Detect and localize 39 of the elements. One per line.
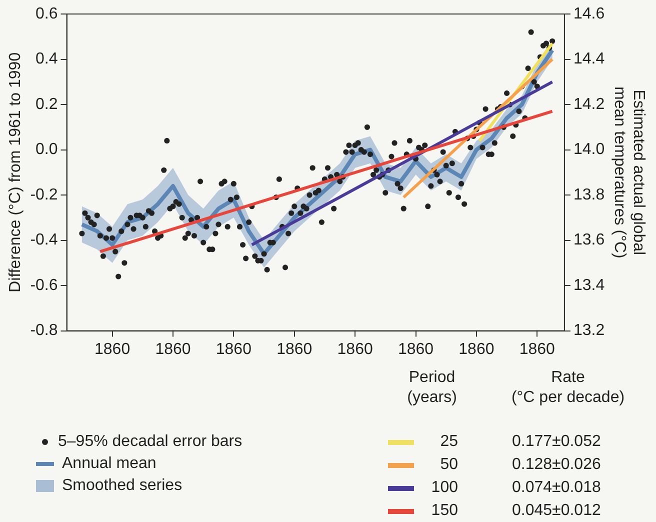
legend-label: 50 — [439, 455, 458, 475]
y2-tick-label: 14.6 — [573, 5, 605, 22]
y2-tick-label: 13.6 — [573, 232, 605, 249]
y-axis-title: Difference (°C) from 1961 to 1990 — [7, 52, 24, 292]
y-tick-label: 0.4 — [36, 50, 58, 68]
text: Rate (°C per decade) — [510, 368, 626, 408]
y-tick-label: -0.4 — [30, 232, 58, 249]
legend-label: 25 — [439, 432, 458, 452]
y2-tick-label: 14.0 — [573, 141, 605, 158]
y2-tick-label: 14.2 — [573, 96, 605, 113]
y-tick-label: -0.8 — [30, 322, 58, 340]
y2-tick-label: 13.8 — [573, 186, 605, 204]
y2-tick-label: 13.2 — [573, 322, 605, 340]
y-tick-label: 0.2 — [36, 96, 58, 113]
text: 0.128±0.026 — [512, 455, 601, 475]
x-tick-label: 1860 — [94, 340, 130, 358]
x-tick-label: 1860 — [519, 340, 556, 358]
legend-label: 100 — [430, 478, 458, 498]
y2-tick-label: 14.4 — [573, 50, 605, 68]
y-tick-label: -0.2 — [30, 186, 58, 204]
y2-tick-label: 13.4 — [573, 276, 605, 294]
x-tick-label: 1860 — [458, 340, 494, 358]
x-tick-label: 1860 — [216, 340, 252, 358]
y-tick-label: -0.6 — [30, 276, 58, 294]
y-tick-label: 0.0 — [36, 141, 58, 158]
legend-label: Annual mean — [61, 454, 156, 474]
x-tick-label: 1860 — [155, 340, 191, 358]
x-tick-label: 1860 — [276, 340, 312, 358]
text: 0.177±0.052 — [512, 432, 601, 452]
text: 0.045±0.012 — [512, 501, 601, 521]
legend-title: Period (years) — [406, 368, 458, 408]
text: 0.074±0.018 — [512, 478, 601, 498]
text: Smoothed series — [61, 476, 182, 496]
y-tick-label: 0.6 — [36, 5, 58, 22]
x-tick-label: 1860 — [398, 340, 434, 358]
legend-label: 5–95% decadal error bars — [57, 432, 242, 452]
x-tick-label: 1860 — [337, 340, 373, 358]
y2-axis-title: Estimated actual global mean temperatures (°C) — [610, 86, 647, 258]
legend-label: 150 — [430, 501, 458, 521]
